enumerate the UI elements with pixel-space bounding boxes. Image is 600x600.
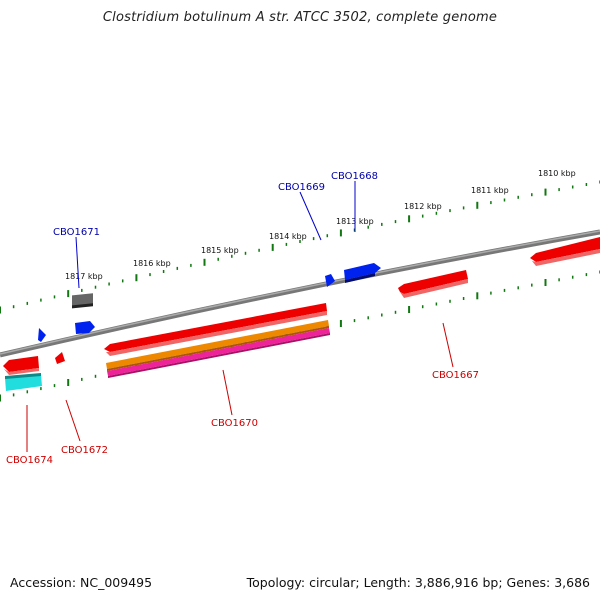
gene-cbo1674[interactable] [3,356,39,375]
label-cbo1672: CBO1672 [61,445,108,456]
scale-label-1817: 1817 kbp [65,272,103,281]
gene-cbo1668[interactable] [344,263,381,283]
gene-cbo1667[interactable] [398,270,468,298]
scale-label-1816: 1816 kbp [133,259,171,268]
gene-cbo1670-orange[interactable] [106,320,329,371]
leader-cbo1671 [75,236,80,289]
gene-small-blue[interactable] [38,328,46,342]
scale-label-1812: 1812 kbp [404,202,442,211]
label-cbo1668: CBO1668 [331,171,378,182]
leader-cbo1670 [222,369,233,416]
label-cbo1670: CBO1670 [211,418,258,429]
leader-cbo1669 [299,191,322,241]
label-cbo1669: CBO1669 [278,182,325,193]
genome-summary-text: Topology: circular; Length: 3,886,916 bp… [246,575,590,590]
gene-cbo1671[interactable] [75,321,95,334]
label-cbo1667: CBO1667 [432,370,479,381]
scale-label-1811: 1811 kbp [471,186,509,195]
scale-label-1814: 1814 kbp [269,232,307,241]
gene-right-edge[interactable] [530,237,600,266]
map-title: Clostridium botulinum A str. ATCC 3502, … [102,10,498,25]
scale-label-1810: 1810 kbp [538,169,576,178]
scale-label-1815: 1815 kbp [201,246,239,255]
leader-cbo1672 [65,399,81,442]
gene-cbo1670-magenta[interactable] [107,328,330,378]
gene-cbo1674-cyan[interactable] [5,373,42,391]
gene-cbo1669[interactable] [325,274,335,287]
label-cbo1674: CBO1674 [6,455,53,466]
gene-cbo1672[interactable] [55,352,65,364]
gene-cbo1670-red[interactable] [104,303,327,356]
tick-track-top [0,180,600,314]
gene-cbo1671-gray[interactable] [72,293,93,309]
genome-backbone [0,229,600,358]
label-cbo1671: CBO1671 [53,227,100,238]
leader-cbo1667 [442,322,454,368]
accession-text: Accession: NC_009495 [10,575,153,590]
